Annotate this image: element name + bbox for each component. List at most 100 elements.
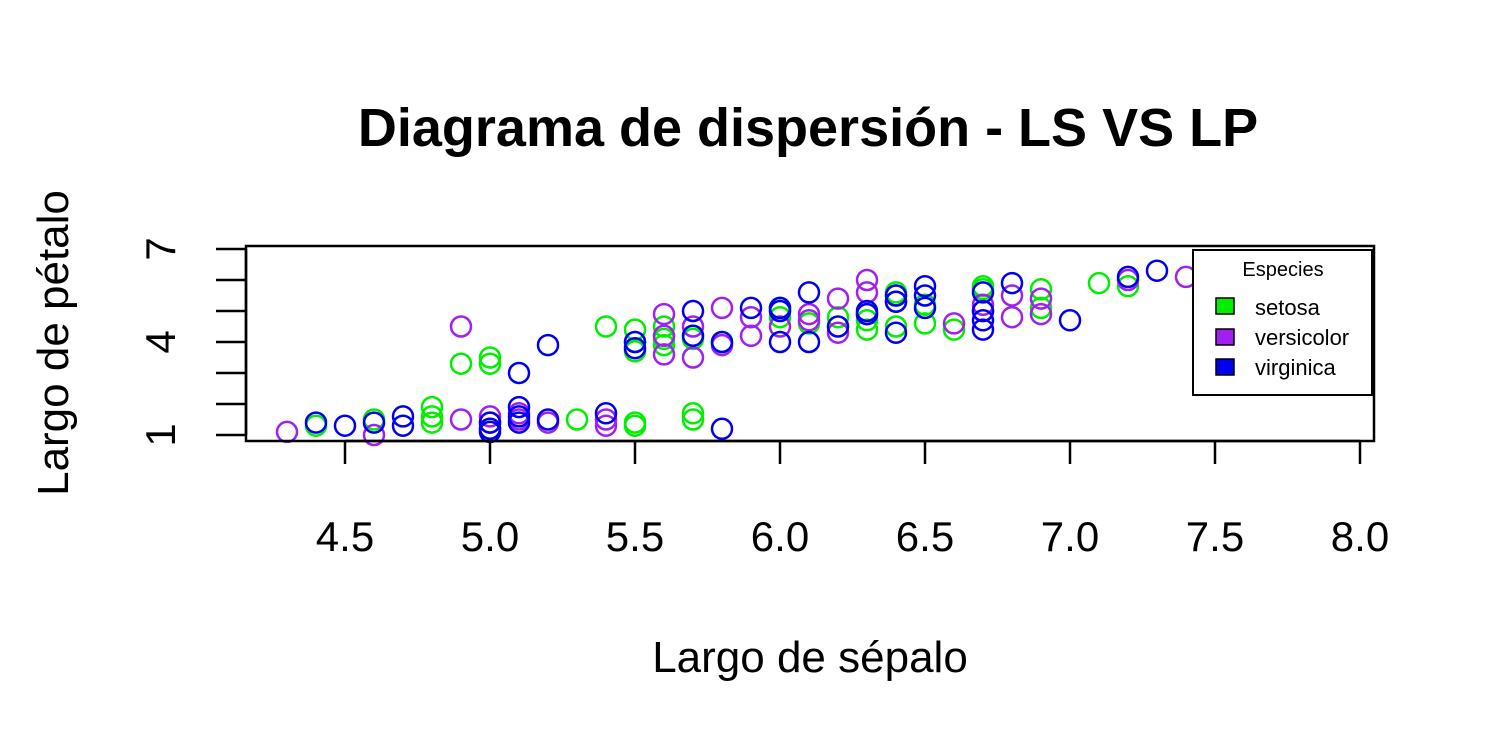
data-point-setosa: [420, 405, 444, 428]
points-layer: [275, 259, 1198, 447]
data-point-setosa: [1029, 296, 1053, 320]
data-point-virginica: [391, 414, 415, 437]
data-point-versicolor: [652, 324, 676, 348]
data-point-setosa: [420, 411, 444, 434]
y-tick-label: 1: [137, 423, 184, 446]
data-point-virginica: [768, 330, 792, 354]
data-point-setosa: [652, 315, 676, 338]
data-point-setosa: [449, 352, 473, 375]
data-point-virginica: [362, 411, 386, 434]
data-point-versicolor: [826, 287, 850, 310]
data-point-versicolor: [681, 346, 705, 369]
legend-entry-setosa: setosa: [1215, 295, 1321, 320]
data-point-virginica: [884, 321, 908, 344]
data-point-virginica: [826, 315, 850, 338]
data-point-versicolor: [710, 296, 734, 320]
data-point-virginica: [884, 284, 908, 307]
data-point-setosa: [942, 318, 966, 341]
x-axis-title: Largo de sépalo: [652, 633, 968, 682]
data-point-versicolor: [449, 408, 473, 431]
data-point-virginica: [1058, 309, 1082, 332]
x-tick-label: 5.5: [606, 513, 664, 560]
data-point-virginica: [971, 299, 995, 323]
data-point-versicolor: [1029, 302, 1053, 326]
data-point-setosa: [652, 333, 676, 357]
data-point-virginica: [1000, 271, 1024, 295]
data-point-virginica: [710, 417, 734, 441]
data-point-virginica: [391, 405, 415, 428]
data-point-virginica: [681, 299, 705, 323]
data-point-virginica: [913, 274, 937, 298]
data-point-virginica: [739, 296, 763, 320]
data-point-virginica: [536, 408, 560, 431]
data-point-virginica: [507, 395, 531, 419]
data-point-setosa: [623, 318, 647, 341]
y-tick-label: 7: [137, 237, 184, 260]
data-point-setosa: [478, 346, 502, 369]
x-axis: 4.5 5.0 5.5 6.0 6.5 7.0 7.5 8.0: [316, 439, 1389, 560]
data-point-versicolor: [942, 312, 966, 335]
data-point-virginica: [507, 411, 531, 434]
data-point-versicolor: [449, 315, 473, 338]
data-point-versicolor: [681, 315, 705, 338]
data-point-versicolor: [1029, 287, 1053, 310]
data-point-setosa: [623, 411, 647, 434]
data-point-virginica: [971, 281, 995, 304]
data-point-virginica: [681, 324, 705, 348]
data-point-setosa: [594, 315, 618, 338]
data-point-virginica: [333, 414, 357, 437]
data-point-virginica: [478, 411, 502, 434]
data-point-virginica: [594, 402, 618, 425]
data-point-virginica: [507, 405, 531, 428]
data-point-versicolor: [739, 305, 763, 329]
data-point-versicolor: [855, 268, 879, 292]
data-point-virginica: [710, 330, 734, 354]
data-point-virginica: [913, 296, 937, 320]
data-point-versicolor: [797, 309, 821, 332]
data-point-setosa: [855, 309, 879, 332]
data-point-virginica: [536, 333, 560, 357]
data-point-setosa: [1116, 274, 1140, 298]
legend-entry-versicolor: versicolor: [1215, 325, 1349, 350]
data-point-virginica: [623, 336, 647, 360]
data-point-setosa: [1029, 278, 1053, 301]
data-point-setosa: [855, 318, 879, 341]
x-tick-label: 8.0: [1331, 513, 1389, 560]
data-point-versicolor: [1000, 305, 1024, 329]
data-point-versicolor: [739, 324, 763, 348]
data-point-virginica: [884, 290, 908, 313]
chart-title: Diagrama de dispersión - LS VS LP: [358, 98, 1258, 158]
data-point-setosa: [681, 402, 705, 425]
data-point-virginica: [855, 299, 879, 323]
legend-swatch-setosa: [1215, 297, 1235, 315]
data-point-versicolor: [652, 302, 676, 326]
data-point-versicolor: [971, 293, 995, 317]
x-tick-label: 6.0: [751, 513, 809, 560]
data-point-versicolor: [797, 302, 821, 326]
series-virginica: [304, 259, 1169, 444]
data-point-versicolor: [594, 414, 618, 437]
data-point-virginica: [478, 417, 502, 441]
legend-swatch-virginica: [1215, 358, 1235, 376]
x-tick-label: 5.0: [461, 513, 519, 560]
data-point-virginica: [797, 281, 821, 304]
legend-entry-virginica: virginica: [1215, 355, 1336, 380]
data-point-virginica: [623, 330, 647, 354]
data-point-setosa: [478, 352, 502, 375]
x-tick-label: 4.5: [316, 513, 374, 560]
data-point-setosa: [1087, 271, 1111, 295]
data-point-virginica: [507, 361, 531, 385]
y-axis-title: Largo de pétalo: [29, 190, 78, 496]
x-tick-label: 6.5: [896, 513, 954, 560]
data-point-virginica: [1116, 265, 1140, 289]
data-point-versicolor: [478, 405, 502, 428]
data-point-setosa: [565, 408, 589, 431]
data-point-versicolor: [826, 321, 850, 344]
data-point-setosa: [681, 408, 705, 431]
data-point-virginica: [971, 318, 995, 341]
data-point-virginica: [913, 284, 937, 307]
legend-label-setosa: setosa: [1255, 295, 1321, 320]
data-point-virginica: [768, 296, 792, 320]
legend-label-versicolor: versicolor: [1255, 325, 1349, 350]
